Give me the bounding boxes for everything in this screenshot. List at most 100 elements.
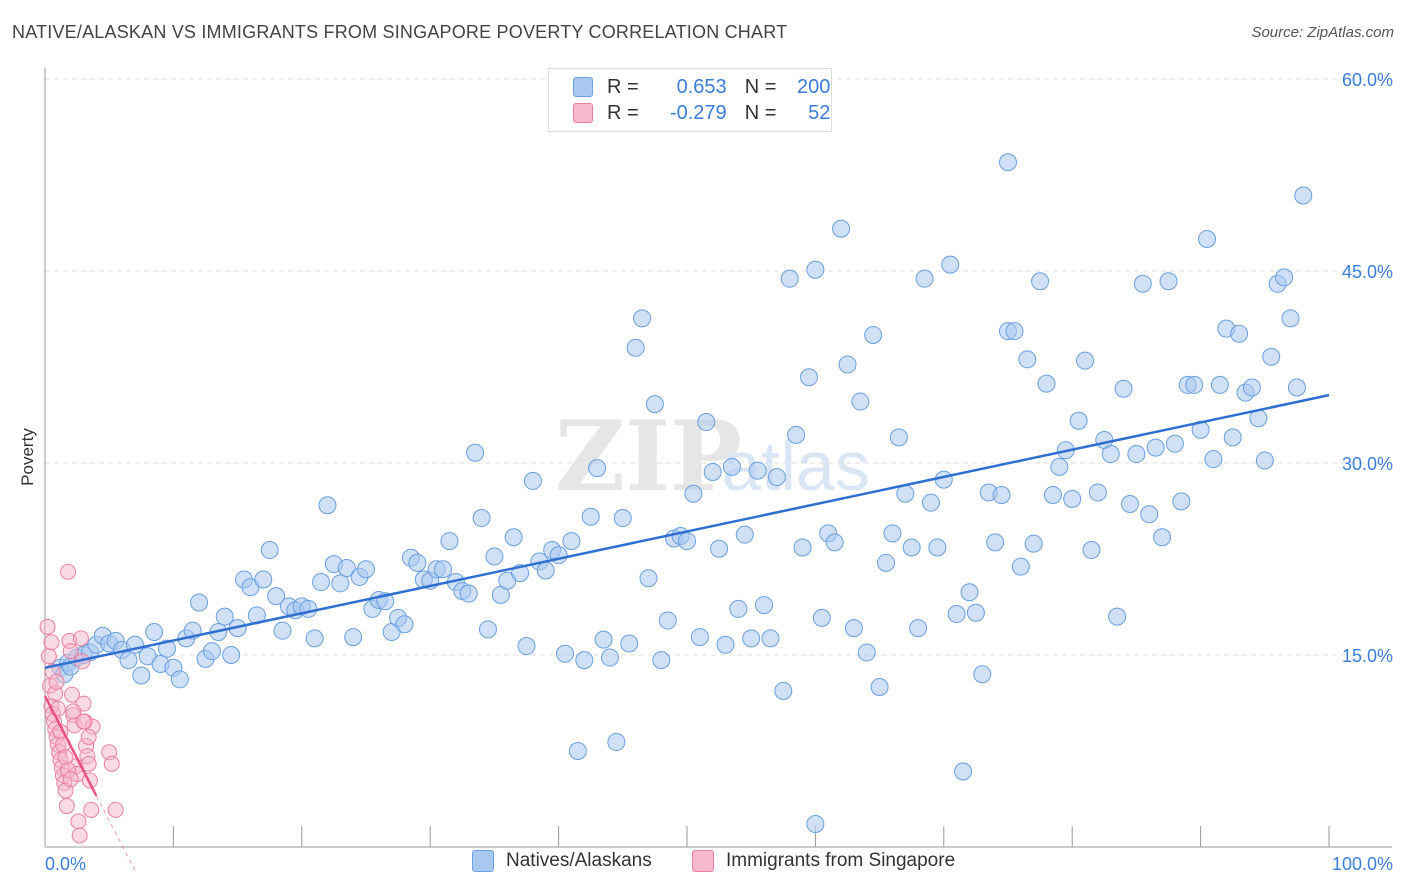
data-point-natives xyxy=(357,560,375,579)
data-point-singapore xyxy=(72,630,89,647)
data-point-natives xyxy=(434,560,453,579)
data-point-natives xyxy=(440,532,459,551)
data-point-natives xyxy=(1159,272,1178,291)
data-point-natives xyxy=(973,665,992,684)
data-point-natives xyxy=(459,584,478,603)
data-point-natives xyxy=(678,532,696,551)
data-point-natives xyxy=(735,525,754,544)
data-point-natives xyxy=(1133,274,1152,293)
data-point-natives xyxy=(1140,505,1159,524)
y-tick-label: 30.0% xyxy=(1342,454,1393,474)
data-point-natives xyxy=(395,615,414,634)
legend-swatch-natives xyxy=(573,77,593,97)
data-point-natives xyxy=(722,457,741,476)
data-point-natives xyxy=(742,629,761,648)
data-point-natives xyxy=(1230,324,1249,343)
data-point-natives xyxy=(568,742,587,760)
legend-n-label: N = xyxy=(744,75,777,98)
y-tick-label: 60.0% xyxy=(1342,70,1393,90)
data-point-singapore xyxy=(43,634,60,651)
data-point-natives xyxy=(710,539,729,558)
data-point-natives xyxy=(921,493,940,512)
data-point-natives xyxy=(658,611,677,630)
data-point-natives xyxy=(1114,379,1133,398)
legend-r-label: R = xyxy=(607,75,639,98)
data-point-natives xyxy=(556,644,575,663)
data-point-natives xyxy=(716,635,735,654)
data-point-singapore xyxy=(63,686,80,703)
data-point-natives xyxy=(703,462,722,481)
data-point-natives xyxy=(202,642,221,661)
data-point-natives xyxy=(607,733,626,752)
legend-n-label: N = xyxy=(744,101,777,124)
data-point-natives xyxy=(337,558,356,577)
data-point-natives xyxy=(780,269,799,288)
data-point-natives xyxy=(799,368,818,387)
data-point-singapore xyxy=(107,801,124,818)
data-point-natives xyxy=(1127,445,1146,464)
data-point-natives xyxy=(1146,438,1165,457)
data-point-natives xyxy=(613,509,632,528)
data-point-natives xyxy=(273,621,292,640)
data-point-singapore xyxy=(80,728,97,745)
data-point-natives xyxy=(132,666,151,685)
data-point-natives xyxy=(806,814,825,833)
data-point-natives xyxy=(523,471,542,490)
data-point-natives xyxy=(825,533,844,552)
data-point-natives xyxy=(928,538,947,557)
legend-swatch-natives xyxy=(472,850,494,872)
data-point-natives xyxy=(472,509,491,528)
y-tick-label: 45.0% xyxy=(1342,262,1393,282)
data-point-natives xyxy=(1088,483,1107,502)
data-point-natives xyxy=(1242,378,1261,397)
legend-stats: R = 0.653 N = 200 R = -0.279 N = 52 xyxy=(548,68,832,132)
data-point-natives xyxy=(684,484,703,503)
data-point-natives xyxy=(992,486,1011,504)
data-point-natives xyxy=(1204,450,1223,469)
legend-label-natives: Natives/Alaskans xyxy=(506,850,652,871)
data-point-natives xyxy=(215,607,234,626)
data-point-natives xyxy=(222,646,241,664)
legend-row-natives: R = 0.653 N = 200 xyxy=(573,75,830,99)
data-point-natives xyxy=(1063,489,1082,508)
data-point-natives xyxy=(626,338,645,357)
data-point-singapore xyxy=(39,618,56,635)
data-point-natives xyxy=(767,468,786,487)
data-point-natives xyxy=(1172,492,1191,511)
legend-item-natives: Natives/Alaskans xyxy=(472,850,652,872)
data-point-natives xyxy=(960,583,979,602)
data-point-natives xyxy=(1281,309,1300,328)
trend-line-natives xyxy=(44,393,1330,670)
data-point-natives xyxy=(1018,350,1037,369)
legend-r-value: 0.653 xyxy=(676,75,727,98)
data-point-natives xyxy=(1294,186,1313,205)
axes xyxy=(44,68,1392,848)
data-point-natives xyxy=(485,547,504,566)
data-point-natives xyxy=(793,538,812,557)
data-point-singapore xyxy=(103,755,120,772)
data-point-natives xyxy=(806,260,825,279)
data-point-natives xyxy=(915,269,934,288)
legend-swatch-singapore xyxy=(573,103,593,123)
data-point-natives xyxy=(581,507,600,526)
data-point-natives xyxy=(1223,428,1242,447)
data-point-natives xyxy=(864,326,883,344)
data-point-natives xyxy=(755,596,774,615)
data-point-natives xyxy=(260,541,279,560)
data-point-natives xyxy=(145,622,164,641)
data-point-natives xyxy=(870,678,889,696)
data-point-natives xyxy=(267,587,286,606)
data-point-natives xyxy=(1153,528,1172,547)
data-point-natives xyxy=(517,637,536,656)
data-point-singapore xyxy=(75,713,92,730)
data-point-natives xyxy=(774,681,793,700)
data-point-natives xyxy=(652,651,671,670)
data-point-natives xyxy=(1275,268,1294,287)
data-point-singapore xyxy=(62,643,79,660)
data-point-natives xyxy=(902,538,921,557)
data-point-natives xyxy=(633,309,652,328)
series-singapore-points xyxy=(39,563,124,844)
data-point-natives xyxy=(1024,534,1043,553)
data-point-natives xyxy=(466,443,485,462)
data-point-natives xyxy=(986,533,1005,552)
